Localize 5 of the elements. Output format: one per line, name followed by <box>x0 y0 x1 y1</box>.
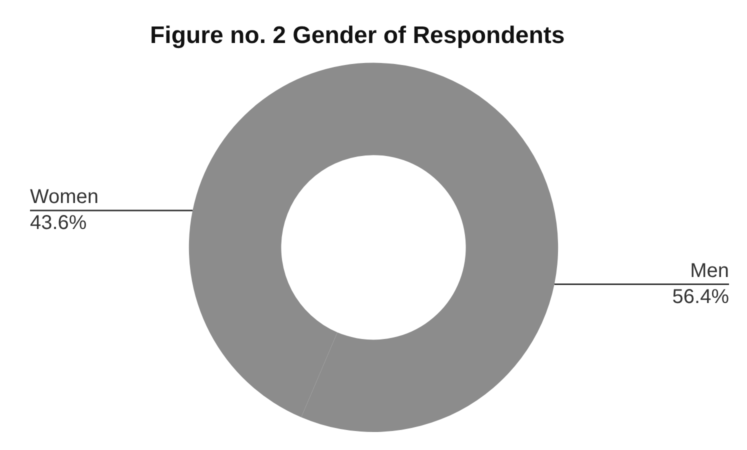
chart-title: Figure no. 2 Gender of Respondents <box>150 22 565 50</box>
slice-label: Men <box>690 260 729 282</box>
data-label: 43.6% <box>30 212 87 234</box>
data-label: 56.4% <box>672 286 730 308</box>
slice-label: Women <box>30 186 99 208</box>
